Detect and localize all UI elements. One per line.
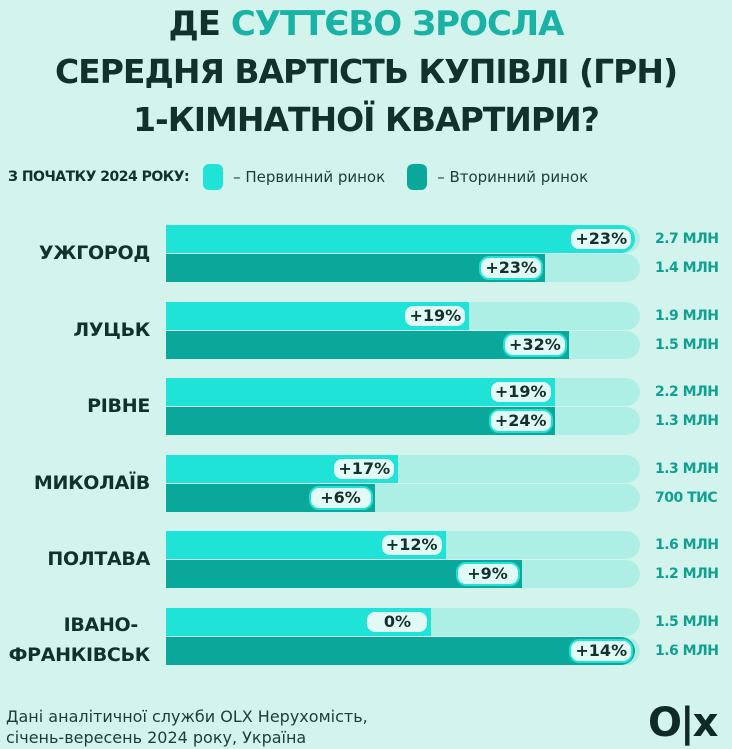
title-plain: ДЕ bbox=[168, 4, 231, 44]
bar-track: +9% bbox=[166, 560, 640, 588]
price-label: 2.2 МЛН bbox=[655, 384, 719, 400]
title-line-1: ДЕ СУТТЄВО ЗРОСЛА bbox=[0, 4, 732, 44]
legend-swatch-primary bbox=[203, 164, 224, 190]
bar-track: +32% bbox=[166, 330, 640, 359]
legend: З ПОЧАТКУ 2024 РОКУ: – Первинний ринок –… bbox=[8, 164, 588, 190]
price-label: 1.5 МЛН bbox=[655, 336, 719, 353]
growth-badge: +23% bbox=[479, 256, 544, 280]
source-line-2: січень-вересень 2024 року, Україна bbox=[6, 728, 307, 747]
growth-badge: +17% bbox=[332, 456, 397, 481]
growth-badge: +9% bbox=[455, 562, 520, 586]
source-line-1: Дані аналітичної служби OLX Нерухомість, bbox=[6, 707, 368, 726]
growth-badge: +19% bbox=[403, 303, 468, 328]
bar-track: +19% bbox=[166, 301, 640, 330]
price-label: 1.4 МЛН bbox=[655, 260, 719, 276]
growth-badge: +6% bbox=[308, 485, 373, 510]
legend-swatch-secondary bbox=[407, 164, 428, 190]
price-label: 1.6 МЛН bbox=[655, 537, 719, 553]
bar-track: +19% bbox=[166, 378, 640, 406]
growth-badge: +24% bbox=[488, 409, 553, 433]
growth-badge: 0% bbox=[365, 609, 430, 634]
growth-badge: +19% bbox=[488, 380, 553, 404]
growth-badge: +23% bbox=[569, 227, 634, 251]
city-label: ЛУЦЬК bbox=[73, 318, 150, 341]
bar-secondary bbox=[166, 330, 569, 359]
bar-track: +6% bbox=[166, 483, 640, 512]
bar-secondary bbox=[166, 636, 636, 665]
bar-track: +23% bbox=[166, 254, 640, 282]
price-label: 1.2 МЛН bbox=[655, 566, 719, 582]
price-label: 700 ТИС bbox=[655, 489, 718, 506]
title-line-2: СЕРЕДНЯ ВАРТІСТЬ КУПІВЛІ (ГРН) bbox=[54, 52, 678, 91]
city-label: МИКОЛАЇВ bbox=[33, 471, 150, 494]
price-label: 1.3 МЛН bbox=[655, 413, 719, 429]
city-label: РІВНЕ bbox=[87, 395, 150, 417]
price-label: 2.7 МЛН bbox=[655, 231, 719, 247]
city-label: УЖГОРОД bbox=[38, 242, 150, 264]
price-label: 1.3 МЛН bbox=[655, 460, 719, 477]
city-label: ПОЛТАВА bbox=[47, 548, 150, 570]
legend-label: З ПОЧАТКУ 2024 РОКУ: bbox=[8, 169, 190, 185]
title-accent: СУТТЄВО ЗРОСЛА bbox=[230, 4, 565, 44]
bar-track: 0% bbox=[166, 607, 640, 636]
legend-item-secondary: – Вторинний ринок bbox=[437, 168, 589, 186]
title-line-3: 1-КІМНАТНОЇ КВАРТИРИ? bbox=[133, 100, 600, 139]
bar-track: +12% bbox=[166, 531, 640, 559]
bar-track: +17% bbox=[166, 454, 640, 483]
bar-track: +24% bbox=[166, 407, 640, 435]
legend-item-primary: – Первинний ринок bbox=[233, 168, 386, 186]
source-note: Дані аналітичної служби OLX Нерухомість,… bbox=[6, 706, 368, 748]
price-label: 1.9 МЛН bbox=[655, 307, 719, 324]
price-label: 1.5 МЛН bbox=[655, 613, 719, 630]
growth-badge: +32% bbox=[502, 332, 567, 357]
growth-badge: +12% bbox=[379, 533, 444, 557]
bar-track: +14% bbox=[166, 636, 640, 665]
growth-badge: +14% bbox=[569, 638, 634, 663]
price-label: 1.6 МЛН bbox=[655, 642, 719, 659]
city-label: ІВАНО- ФРАНКІВСЬК bbox=[8, 613, 151, 666]
bar-track: +23% bbox=[166, 225, 640, 253]
bar-primary bbox=[166, 225, 636, 253]
olx-logo: O|x bbox=[648, 700, 718, 746]
